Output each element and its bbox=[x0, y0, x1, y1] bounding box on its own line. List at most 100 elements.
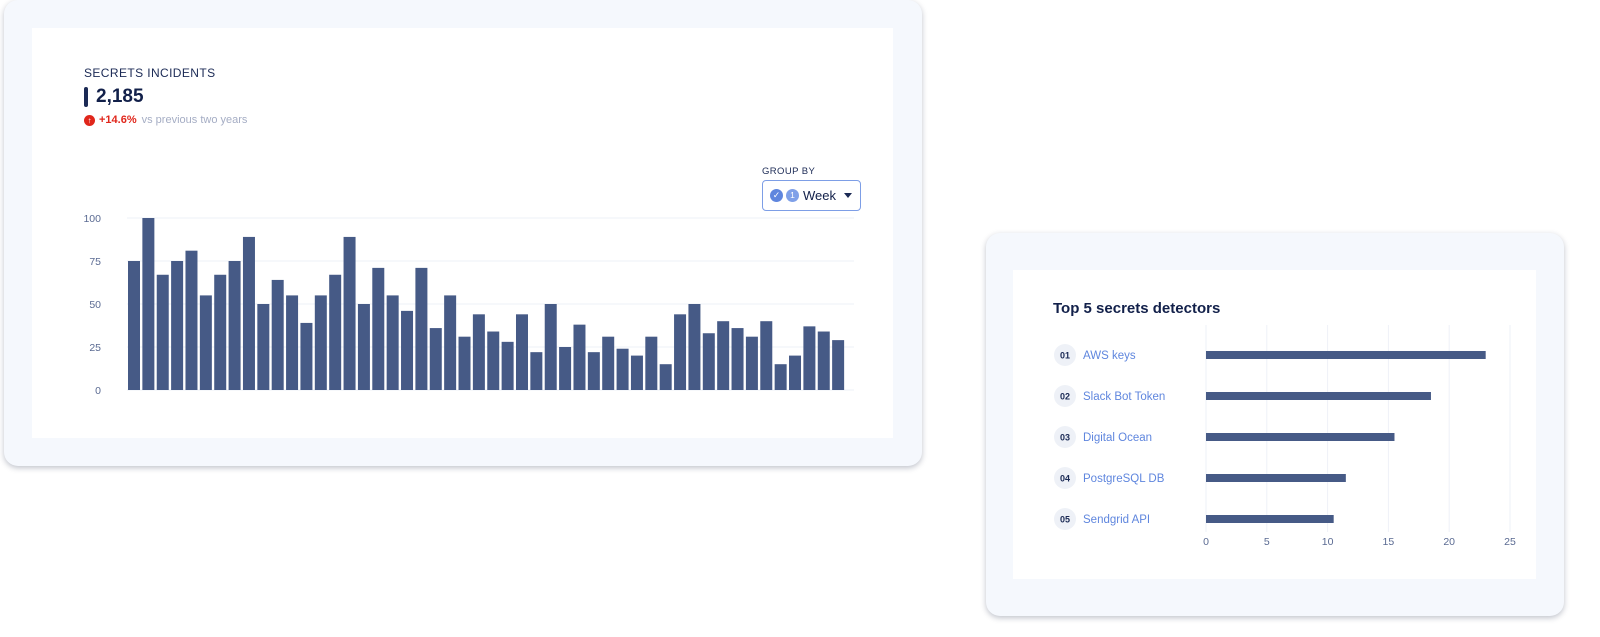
top-detectors-card: 0 5 10 15 20 25 01 AWS keys 02 Slack Bot Token 03 D… bbox=[986, 233, 1564, 616]
incidents-bar bbox=[817, 331, 830, 390]
detector-bar bbox=[1206, 433, 1395, 441]
incidents-bar bbox=[401, 310, 414, 390]
incidents-bar bbox=[717, 321, 730, 390]
incidents-bar bbox=[314, 295, 327, 390]
rank-badge bbox=[1054, 426, 1076, 448]
detector-label: Sendgrid API bbox=[1083, 514, 1150, 526]
incidents-bar bbox=[286, 295, 299, 390]
x-tick-label: 10 bbox=[1322, 536, 1334, 548]
arrow-up-circle-icon: ↑ bbox=[84, 114, 95, 126]
incidents-bar bbox=[702, 333, 715, 390]
group-by-dropdown[interactable]: ✓ 1 Week bbox=[762, 180, 861, 211]
kpi-accent-bar bbox=[84, 87, 88, 107]
incidents-bar bbox=[357, 304, 370, 390]
check-circle-icon: ✓ bbox=[770, 189, 783, 202]
incidents-bar bbox=[386, 295, 399, 390]
incidents-bar bbox=[760, 321, 773, 390]
delta-description: vs previous two years bbox=[141, 114, 248, 126]
y-tick-label: 75 bbox=[89, 256, 101, 268]
group-by-label: GROUP BY bbox=[762, 166, 816, 177]
y-tick-label: 25 bbox=[89, 342, 101, 354]
incidents-bar bbox=[731, 328, 744, 390]
incidents-bar bbox=[214, 274, 227, 390]
incidents-bar bbox=[343, 236, 356, 390]
incidents-bar bbox=[501, 341, 514, 390]
incidents-bar bbox=[429, 328, 442, 390]
rank-label: 01 bbox=[1060, 351, 1070, 361]
rank-label: 05 bbox=[1060, 515, 1070, 525]
incidents-bar-chart: 0 25 50 75 100 bbox=[83, 213, 854, 397]
top-detectors-title: Top 5 secrets detectors bbox=[1053, 300, 1221, 317]
incidents-bar bbox=[573, 324, 586, 390]
detector-bar bbox=[1206, 474, 1346, 482]
delta-value: +14.6% bbox=[99, 114, 137, 126]
x-tick-label: 5 bbox=[1264, 536, 1270, 548]
incidents-bar bbox=[185, 250, 198, 390]
secrets-incidents-card: SECRETS INCIDENTS 2,185 ↑ +14.6% vs prev… bbox=[4, 0, 922, 466]
incidents-bar bbox=[645, 336, 658, 390]
incidents-bar bbox=[774, 364, 787, 390]
incidents-bar bbox=[688, 304, 701, 390]
incidents-bar bbox=[630, 355, 643, 390]
selection-count-badge: 1 bbox=[786, 189, 799, 202]
incidents-bar bbox=[803, 326, 816, 390]
detector-bar bbox=[1206, 351, 1486, 359]
incidents-bar bbox=[128, 261, 140, 390]
incidents-bar bbox=[832, 340, 845, 390]
incidents-bar bbox=[142, 218, 155, 390]
incidents-bar bbox=[242, 236, 255, 390]
group-by-value: Week bbox=[803, 188, 836, 203]
incidents-bar bbox=[156, 274, 169, 390]
incidents-bar bbox=[515, 314, 528, 390]
detector-bar bbox=[1206, 392, 1431, 400]
detector-label: Digital Ocean bbox=[1083, 432, 1152, 444]
incidents-bar bbox=[544, 304, 557, 390]
top-detectors-panel: 0 5 10 15 20 25 01 AWS keys 02 Slack Bot Token 03 D… bbox=[1013, 270, 1536, 579]
rank-label: 04 bbox=[1060, 474, 1070, 484]
incidents-bar bbox=[257, 304, 270, 390]
rank-badge bbox=[1054, 467, 1076, 489]
incidents-bar bbox=[674, 314, 687, 390]
incidents-bar bbox=[228, 261, 241, 390]
x-tick-label: 25 bbox=[1504, 536, 1516, 548]
incidents-bar bbox=[300, 322, 313, 390]
y-tick-label: 0 bbox=[95, 385, 101, 397]
incidents-bar bbox=[271, 279, 284, 390]
incidents-bar bbox=[472, 314, 485, 390]
secrets-incidents-title: SECRETS INCIDENTS bbox=[84, 66, 216, 80]
incidents-bar bbox=[171, 261, 184, 390]
x-tick-label: 0 bbox=[1203, 536, 1209, 548]
detector-label: Slack Bot Token bbox=[1083, 391, 1165, 403]
incidents-bar bbox=[372, 267, 385, 390]
incidents-bar bbox=[745, 336, 758, 390]
incidents-bar bbox=[530, 352, 543, 390]
rank-label: 02 bbox=[1060, 392, 1070, 402]
rank-label: 03 bbox=[1060, 433, 1070, 443]
incidents-bar bbox=[415, 267, 428, 390]
detector-bar bbox=[1206, 515, 1334, 523]
secrets-incidents-panel: SECRETS INCIDENTS 2,185 ↑ +14.6% vs prev… bbox=[32, 28, 893, 438]
rank-badge bbox=[1054, 508, 1076, 530]
incidents-bar bbox=[602, 336, 615, 390]
incidents-bar bbox=[329, 274, 342, 390]
incidents-total: 2,185 bbox=[84, 86, 144, 108]
x-tick-label: 20 bbox=[1443, 536, 1455, 548]
chevron-down-icon bbox=[844, 193, 852, 198]
incidents-total-value: 2,185 bbox=[96, 86, 144, 107]
incidents-bar bbox=[458, 336, 471, 390]
incidents-bar bbox=[487, 331, 500, 390]
x-tick-label: 15 bbox=[1383, 536, 1395, 548]
detector-label: PostgreSQL DB bbox=[1083, 473, 1165, 485]
incidents-bar bbox=[789, 355, 802, 390]
rank-badge bbox=[1054, 385, 1076, 407]
y-tick-label: 100 bbox=[83, 213, 101, 225]
y-tick-label: 50 bbox=[89, 299, 101, 311]
incidents-bar bbox=[587, 352, 600, 390]
incidents-delta: ↑ +14.6% vs previous two years bbox=[84, 114, 247, 126]
detector-label: AWS keys bbox=[1083, 350, 1136, 362]
incidents-bar bbox=[199, 295, 212, 390]
incidents-bar bbox=[444, 295, 457, 390]
incidents-bar bbox=[659, 364, 672, 390]
rank-badge bbox=[1054, 344, 1076, 366]
